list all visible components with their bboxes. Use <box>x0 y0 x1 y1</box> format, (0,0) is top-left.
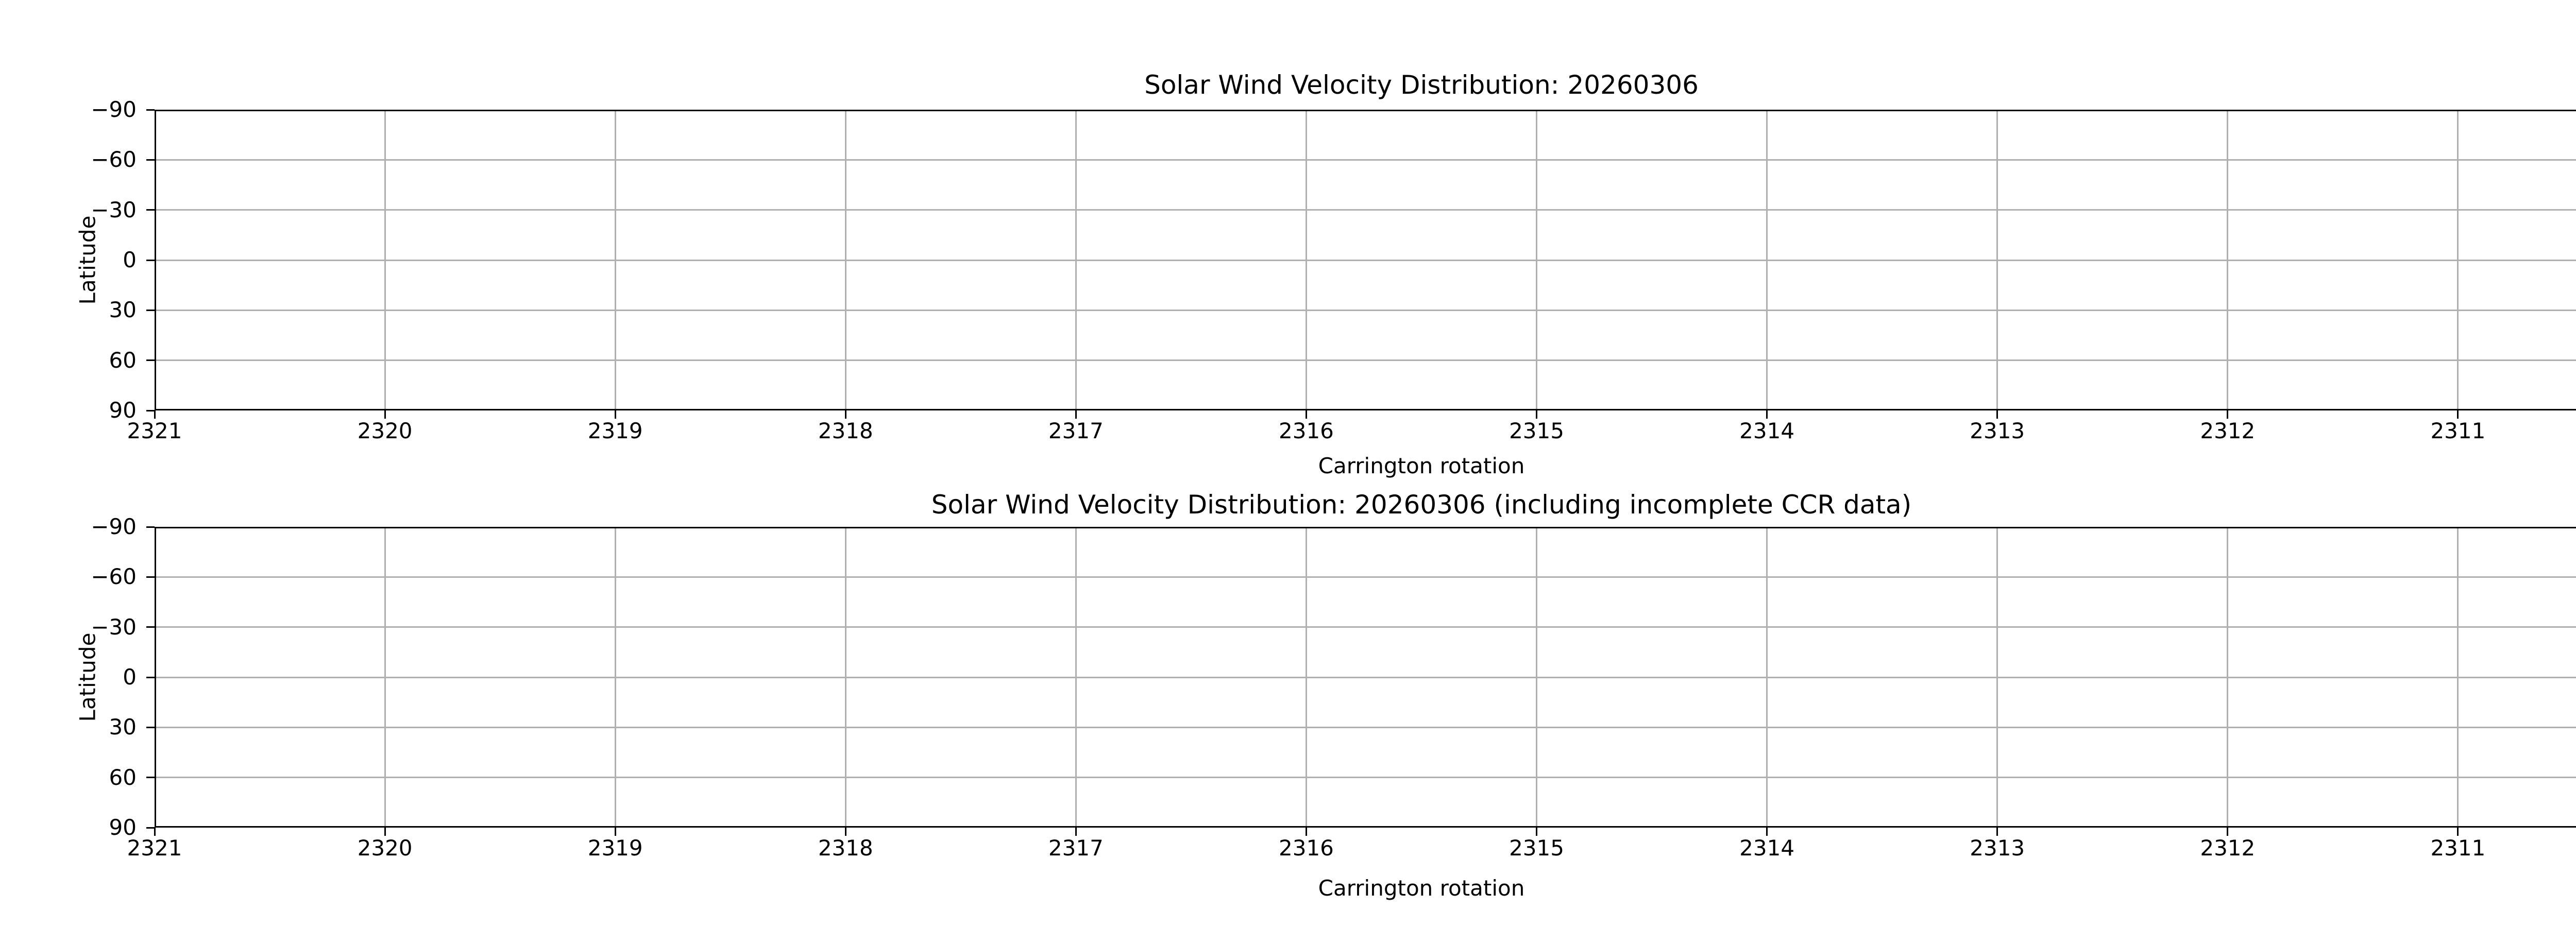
x-tick-mark <box>1536 828 1538 836</box>
y-tick-label: 90 <box>109 815 137 840</box>
gridline-horizontal <box>155 159 2576 161</box>
y-tick-mark <box>146 159 155 161</box>
x-tick-label: 2314 <box>1739 835 1795 861</box>
subplot2-xaxis-label: Carrington rotation <box>1318 876 1525 901</box>
gridline-horizontal <box>155 359 2576 362</box>
x-tick-mark <box>1766 828 1768 836</box>
x-tick-mark <box>1766 410 1768 419</box>
x-tick-mark <box>1996 410 1998 419</box>
x-tick-label: 2312 <box>2200 418 2256 443</box>
x-tick-mark <box>1075 828 1077 836</box>
y-tick-mark <box>146 526 155 528</box>
x-tick-mark <box>1305 828 1307 836</box>
y-tick-label: −30 <box>91 614 137 640</box>
x-tick-label: 2318 <box>818 835 873 861</box>
x-tick-label: 2312 <box>2200 835 2256 861</box>
x-tick-mark <box>844 410 846 419</box>
plot-frame <box>155 110 2576 410</box>
y-tick-mark <box>146 576 155 578</box>
subplot1-title: Solar Wind Velocity Distribution: 202603… <box>1144 70 1699 100</box>
gridline-horizontal <box>155 676 2576 678</box>
gridline-horizontal <box>155 626 2576 628</box>
y-tick-mark <box>146 676 155 678</box>
x-tick-mark <box>1075 410 1077 419</box>
x-tick-label: 2311 <box>2430 418 2486 443</box>
x-tick-label: 2317 <box>1048 835 1104 861</box>
y-tick-label: −60 <box>91 564 137 590</box>
y-tick-label: 30 <box>109 297 137 323</box>
x-tick-mark <box>614 828 616 836</box>
x-tick-label: 2318 <box>818 418 873 443</box>
x-tick-label: 2319 <box>587 835 643 861</box>
y-tick-label: 0 <box>123 247 137 272</box>
x-tick-mark <box>2457 410 2459 419</box>
x-tick-label: 2315 <box>1509 835 1564 861</box>
y-tick-mark <box>146 726 155 728</box>
y-tick-label: 30 <box>109 714 137 740</box>
x-tick-label: 2317 <box>1048 418 1104 443</box>
y-tick-mark <box>146 209 155 211</box>
x-tick-label: 2316 <box>1279 418 1334 443</box>
x-tick-label: 2321 <box>127 418 182 443</box>
y-tick-mark <box>146 109 155 111</box>
x-tick-label: 2321 <box>127 835 182 861</box>
y-tick-label: 60 <box>109 764 137 790</box>
y-tick-mark <box>146 626 155 628</box>
x-tick-mark <box>1305 410 1307 419</box>
y-tick-mark <box>146 359 155 362</box>
x-tick-label: 2319 <box>587 418 643 443</box>
plot-frame <box>155 527 2576 828</box>
gridline-horizontal <box>155 777 2576 779</box>
gridline-horizontal <box>155 576 2576 578</box>
subplot1-xaxis-label: Carrington rotation <box>1318 453 1525 478</box>
x-tick-label: 2313 <box>1970 835 2025 861</box>
y-tick-label: −90 <box>91 97 137 122</box>
x-tick-label: 2311 <box>2430 835 2486 861</box>
y-tick-mark <box>146 777 155 779</box>
gridline-horizontal <box>155 309 2576 311</box>
x-tick-mark <box>154 828 156 836</box>
x-tick-mark <box>2227 410 2229 419</box>
x-tick-label: 2320 <box>357 418 413 443</box>
x-tick-mark <box>1536 410 1538 419</box>
x-tick-label: 2315 <box>1509 418 1564 443</box>
x-tick-mark <box>2457 828 2459 836</box>
y-tick-mark <box>146 409 155 411</box>
x-tick-label: 2320 <box>357 835 413 861</box>
x-tick-mark <box>614 410 616 419</box>
gridline-horizontal <box>155 209 2576 211</box>
x-tick-label: 2314 <box>1739 418 1795 443</box>
y-tick-mark <box>146 827 155 829</box>
y-tick-label: −90 <box>91 514 137 539</box>
y-tick-label: 90 <box>109 398 137 423</box>
gridline-horizontal <box>155 726 2576 728</box>
y-tick-mark <box>146 309 155 311</box>
x-tick-mark <box>844 828 846 836</box>
subplot2-title: Solar Wind Velocity Distribution: 202603… <box>931 490 1912 520</box>
x-tick-mark <box>384 828 386 836</box>
x-tick-label: 2316 <box>1279 835 1334 861</box>
y-tick-label: −60 <box>91 147 137 173</box>
gridline-horizontal <box>155 259 2576 261</box>
x-tick-mark <box>384 410 386 419</box>
x-tick-label: 2313 <box>1970 418 2025 443</box>
y-tick-label: −30 <box>91 197 137 222</box>
x-tick-mark <box>1996 828 1998 836</box>
y-tick-mark <box>146 259 155 261</box>
x-tick-mark <box>154 410 156 419</box>
y-tick-label: 0 <box>123 664 137 690</box>
y-tick-label: 60 <box>109 347 137 373</box>
x-tick-mark <box>2227 828 2229 836</box>
